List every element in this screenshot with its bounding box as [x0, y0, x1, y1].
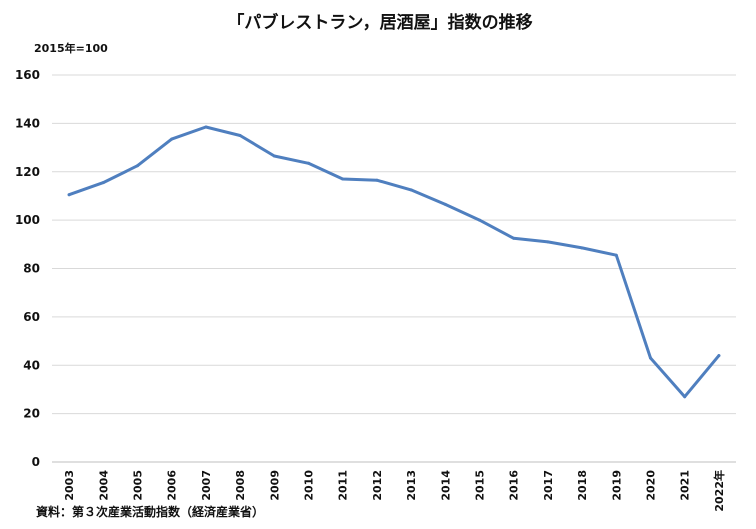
series-line: [67, 125, 721, 399]
x-tick-label: 2012: [371, 470, 384, 501]
series-group: [67, 125, 721, 399]
x-tick-label: 2022年: [712, 470, 726, 512]
data-point: [546, 240, 550, 244]
x-tick-label: 2007: [200, 470, 213, 501]
data-point: [478, 218, 481, 222]
x-tick-label: 2017: [542, 470, 555, 501]
data-point: [375, 178, 379, 182]
y-tick-label: 160: [15, 68, 40, 82]
x-tick-label: 2010: [303, 470, 316, 501]
data-point: [409, 188, 413, 192]
x-tick-label: 2016: [508, 470, 521, 501]
data-point: [580, 246, 584, 250]
x-tick-label: 2003: [63, 470, 76, 501]
data-point: [512, 236, 516, 240]
x-axis-ticks: 2003 2004 2005 2006 2007 2008 2009 2010 2011 2012…: [63, 470, 726, 512]
source-note: 資料：第３次産業活動指数（経済産業省）: [36, 504, 264, 519]
data-point: [67, 193, 71, 197]
data-point: [170, 137, 174, 141]
data-point: [443, 202, 447, 206]
data-point: [683, 395, 687, 399]
data-point: [717, 354, 721, 358]
x-tick-label: 2015: [474, 470, 487, 501]
y-tick-label: 140: [15, 116, 40, 130]
x-tick-label: 2019: [610, 470, 623, 501]
data-point: [238, 133, 242, 137]
x-tick-label: 2011: [337, 470, 350, 501]
x-tick-label: 2005: [132, 470, 145, 501]
x-tick-label: 2013: [405, 470, 418, 501]
chart-title: 「パブレストラン，居酒屋」指数の推移: [227, 12, 532, 33]
y-tick-label: 20: [23, 407, 40, 421]
data-point: [341, 177, 345, 181]
y-tick-label: 40: [23, 358, 40, 372]
y-tick-label: 80: [23, 262, 40, 276]
data-point: [307, 161, 310, 165]
data-point: [136, 164, 139, 168]
x-tick-label: 2014: [439, 470, 452, 501]
y-tick-label: 60: [23, 310, 40, 324]
x-tick-label: 2018: [576, 470, 589, 501]
y-tick-label: 100: [15, 213, 40, 227]
x-tick-label: 2004: [97, 470, 110, 501]
unit-label: 2015年=100: [34, 41, 108, 55]
x-tick-label: 2020: [645, 470, 658, 501]
x-tick-label: 2009: [268, 470, 281, 501]
data-point: [101, 181, 105, 185]
y-tick-label: 120: [15, 165, 40, 179]
data-point: [649, 356, 652, 360]
y-tick-label: 0: [32, 455, 40, 469]
x-tick-label: 2006: [166, 470, 179, 501]
gridlines: [52, 74, 736, 415]
data-point: [272, 154, 276, 158]
data-point: [204, 125, 208, 129]
x-tick-label: 2008: [234, 470, 247, 501]
x-tick-label: 2021: [679, 470, 692, 501]
data-point: [614, 253, 618, 257]
y-axis-ticks: 0 20 40 60 80 100 120 140 160: [15, 68, 40, 469]
